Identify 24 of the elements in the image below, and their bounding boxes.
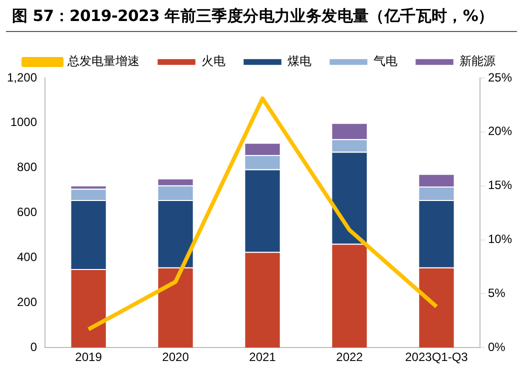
x-tick-label: 2023Q1-Q3 (405, 350, 468, 364)
y-tick-label: 400 (17, 250, 38, 264)
y2-tick-label: 20% (488, 124, 512, 138)
y2-tick-label: 25% (488, 70, 512, 84)
y-tick-label: 600 (17, 205, 38, 220)
x-tick-label: 2019 (75, 350, 102, 364)
y-tick-label: 200 (17, 294, 38, 309)
x-tick-label: 2022 (336, 350, 364, 364)
y-tick-label: 1000 (10, 115, 38, 130)
y-tick-label: 0 (30, 340, 38, 354)
y2-tick-label: 0% (488, 340, 506, 354)
y2-tick-label: 15% (488, 178, 512, 192)
y-tick-label: 800 (17, 160, 38, 174)
x-tick-label: 2020 (162, 350, 190, 364)
y2-tick-label: 5% (488, 286, 506, 300)
legend-label: 火电 (202, 54, 226, 68)
x-tick-label: 2021 (249, 350, 276, 364)
chart-title: 图 57：2019-2023 年前三季度分电力业务发电量（亿千瓦时，%） (6, 0, 517, 32)
y-tick-label: 1,200 (7, 70, 38, 84)
legend-label: 煤电 (288, 54, 312, 68)
legend-label: 新能源 (460, 54, 496, 68)
legend-label: 气电 (374, 54, 398, 68)
legend-label: 总发电量增速 (66, 54, 140, 68)
y2-tick-label: 10% (488, 232, 512, 246)
